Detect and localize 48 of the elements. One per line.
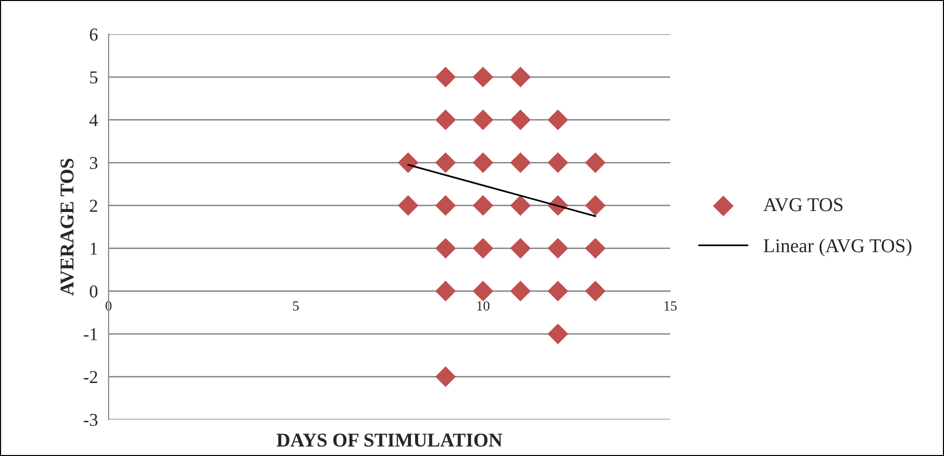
y-tick-label: 0 <box>90 285 98 298</box>
y-tick-label: 1 <box>90 242 98 255</box>
point <box>510 152 531 173</box>
x-tick-label: 0 <box>106 301 112 311</box>
x-tick-label: 15 <box>664 301 677 311</box>
point <box>548 280 568 302</box>
point <box>435 280 456 302</box>
point <box>398 195 418 216</box>
point <box>548 152 568 173</box>
point <box>510 66 531 88</box>
y-tick-label: 4 <box>89 114 98 126</box>
y-tick-label: -2 <box>84 371 98 383</box>
point <box>472 238 494 259</box>
y-tick-label: -1 <box>84 328 98 340</box>
point <box>548 110 568 130</box>
point <box>548 324 568 344</box>
point <box>398 152 418 173</box>
y-tick-label: 3 <box>90 156 98 170</box>
point <box>510 195 531 216</box>
point <box>585 195 606 216</box>
point <box>435 195 456 216</box>
point <box>510 110 531 130</box>
legend-label: Linear (AVG TOS) <box>764 238 912 256</box>
point <box>472 280 494 302</box>
point <box>510 238 531 259</box>
x-tick-label: 10 <box>477 301 490 311</box>
point <box>435 152 456 173</box>
point <box>585 280 606 302</box>
point <box>472 195 494 216</box>
point <box>435 66 456 88</box>
y-axis-title: AVERAGE TOS <box>60 158 74 296</box>
point <box>472 110 494 130</box>
y-tick-label: 6 <box>90 28 98 41</box>
point <box>510 280 531 302</box>
point <box>585 152 606 173</box>
x-tick-label: 5 <box>293 301 299 311</box>
point <box>472 152 494 173</box>
point <box>472 66 494 88</box>
point <box>585 238 606 259</box>
x-axis-title: DAYS OF STIMULATION <box>276 434 502 447</box>
y-tick-label: 5 <box>90 71 98 84</box>
y-tick-label: -3 <box>84 414 98 426</box>
point <box>435 110 456 130</box>
point <box>548 238 568 259</box>
point <box>435 366 456 388</box>
legend-label: AVG TOS <box>763 198 842 212</box>
y-tick-label: 2 <box>90 200 98 212</box>
point <box>435 238 456 259</box>
